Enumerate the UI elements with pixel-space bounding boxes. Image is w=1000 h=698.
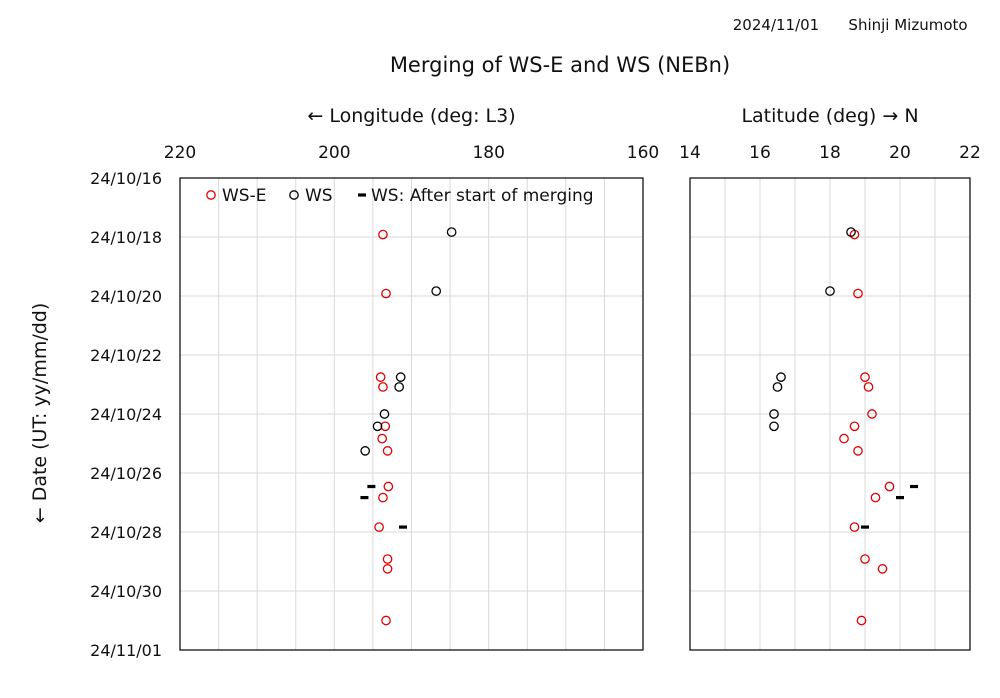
y-tick-label: 24/10/26 — [90, 464, 162, 483]
ws-e-point — [849, 421, 860, 432]
ws-e-point — [382, 446, 393, 456]
ws-e-point — [375, 372, 386, 382]
legend-marker — [358, 193, 366, 197]
y-tick-label: 24/10/16 — [90, 169, 162, 188]
chart-title: Merging of WS-E and WS (NEBn) — [390, 53, 730, 77]
x-tick-label: 14 — [679, 143, 701, 163]
ws-point — [395, 372, 406, 382]
ws-merging-mark — [367, 484, 376, 489]
ws-e-point — [383, 481, 394, 492]
ws-e-point — [877, 564, 888, 574]
longitude-axis-label: ← Longitude (deg: L3) — [307, 105, 515, 127]
legend-label: WS — [305, 186, 333, 206]
ws-point — [372, 421, 383, 432]
ws-merging-mark — [399, 525, 408, 529]
date-axis: 24/10/16 24/10/18 24/10/20 24/10/22 24/10/24… — [90, 169, 162, 660]
latitude-frame — [689, 177, 971, 651]
latitude-panel: 14 16 18 20 22 Latitude (deg) → N — [679, 105, 981, 651]
ws-e-point — [853, 446, 863, 456]
ws-point — [825, 286, 835, 296]
x-tick-label: 16 — [749, 143, 771, 163]
x-tick-label: 200 — [318, 143, 350, 163]
ws-e-point — [378, 382, 388, 392]
ws-e-point — [860, 372, 870, 382]
y-tick-label: 24/10/20 — [90, 287, 162, 306]
ws-e-point — [381, 288, 391, 299]
ws-e-point — [374, 522, 384, 532]
ws-e-point — [378, 492, 388, 503]
y-tick-label: 24/10/18 — [90, 228, 162, 247]
legend-marker — [206, 190, 216, 200]
ws-e-point — [380, 421, 391, 432]
ws-merging-mark — [861, 525, 869, 529]
ws-point — [769, 409, 779, 419]
header-author: Shinji Mizumoto — [848, 16, 967, 34]
longitude-frame — [179, 177, 644, 651]
x-tick-label: 22 — [959, 143, 981, 163]
ws-point — [431, 286, 442, 296]
x-tick-label: 160 — [627, 143, 659, 163]
ws-e-point — [853, 288, 863, 299]
ws-e-point — [378, 229, 388, 240]
ws-e-point — [856, 615, 867, 626]
ws-e-point — [860, 554, 870, 564]
x-tick-label: 220 — [164, 143, 196, 163]
ws-e-point — [381, 615, 391, 626]
longitude-panel: 220 200 180 160 ← Longitude (deg: L3) — [164, 105, 659, 651]
x-tick-label: 20 — [889, 143, 911, 163]
latitude-axis-label: Latitude (deg) → N — [741, 105, 918, 127]
ws-e-point — [382, 554, 393, 564]
x-tick-label: 18 — [819, 143, 841, 163]
ws-merging-mark — [360, 495, 369, 500]
x-tick-label: 180 — [472, 143, 504, 163]
ws-point — [394, 382, 405, 392]
ws-point — [360, 446, 371, 456]
ws-point — [772, 382, 783, 392]
ws-point — [446, 227, 457, 237]
ws-e-point — [839, 433, 849, 444]
legend-label: WS: After start of merging — [371, 186, 594, 206]
ws-e-point — [382, 564, 393, 574]
y-tick-label: 24/10/30 — [90, 582, 162, 601]
ws-e-point — [870, 492, 881, 503]
ws-point — [846, 227, 856, 237]
ws-merging-mark — [896, 495, 904, 500]
ws-e-point — [849, 522, 860, 532]
ws-merging-mark — [910, 484, 918, 489]
y-tick-label: 24/10/28 — [90, 523, 162, 542]
ws-e-point — [377, 433, 388, 444]
ws-e-point — [884, 481, 895, 492]
y-tick-label: 24/10/24 — [90, 405, 162, 424]
y-tick-label: 24/10/22 — [90, 346, 162, 365]
ws-point — [379, 409, 390, 419]
legend: WS-E WS WS: After start of merging — [206, 186, 594, 206]
y-tick-label: 24/11/01 — [90, 641, 162, 660]
legend-label: WS-E — [222, 186, 266, 206]
ws-e-point — [867, 409, 877, 419]
ws-e-point — [863, 382, 874, 392]
header-date: 2024/11/01 — [733, 16, 819, 34]
ws-point — [776, 372, 786, 382]
ws-point — [769, 421, 779, 432]
y-axis-label: ← Date (UT: yy/mm/dd) — [29, 303, 51, 524]
legend-marker — [289, 190, 299, 200]
